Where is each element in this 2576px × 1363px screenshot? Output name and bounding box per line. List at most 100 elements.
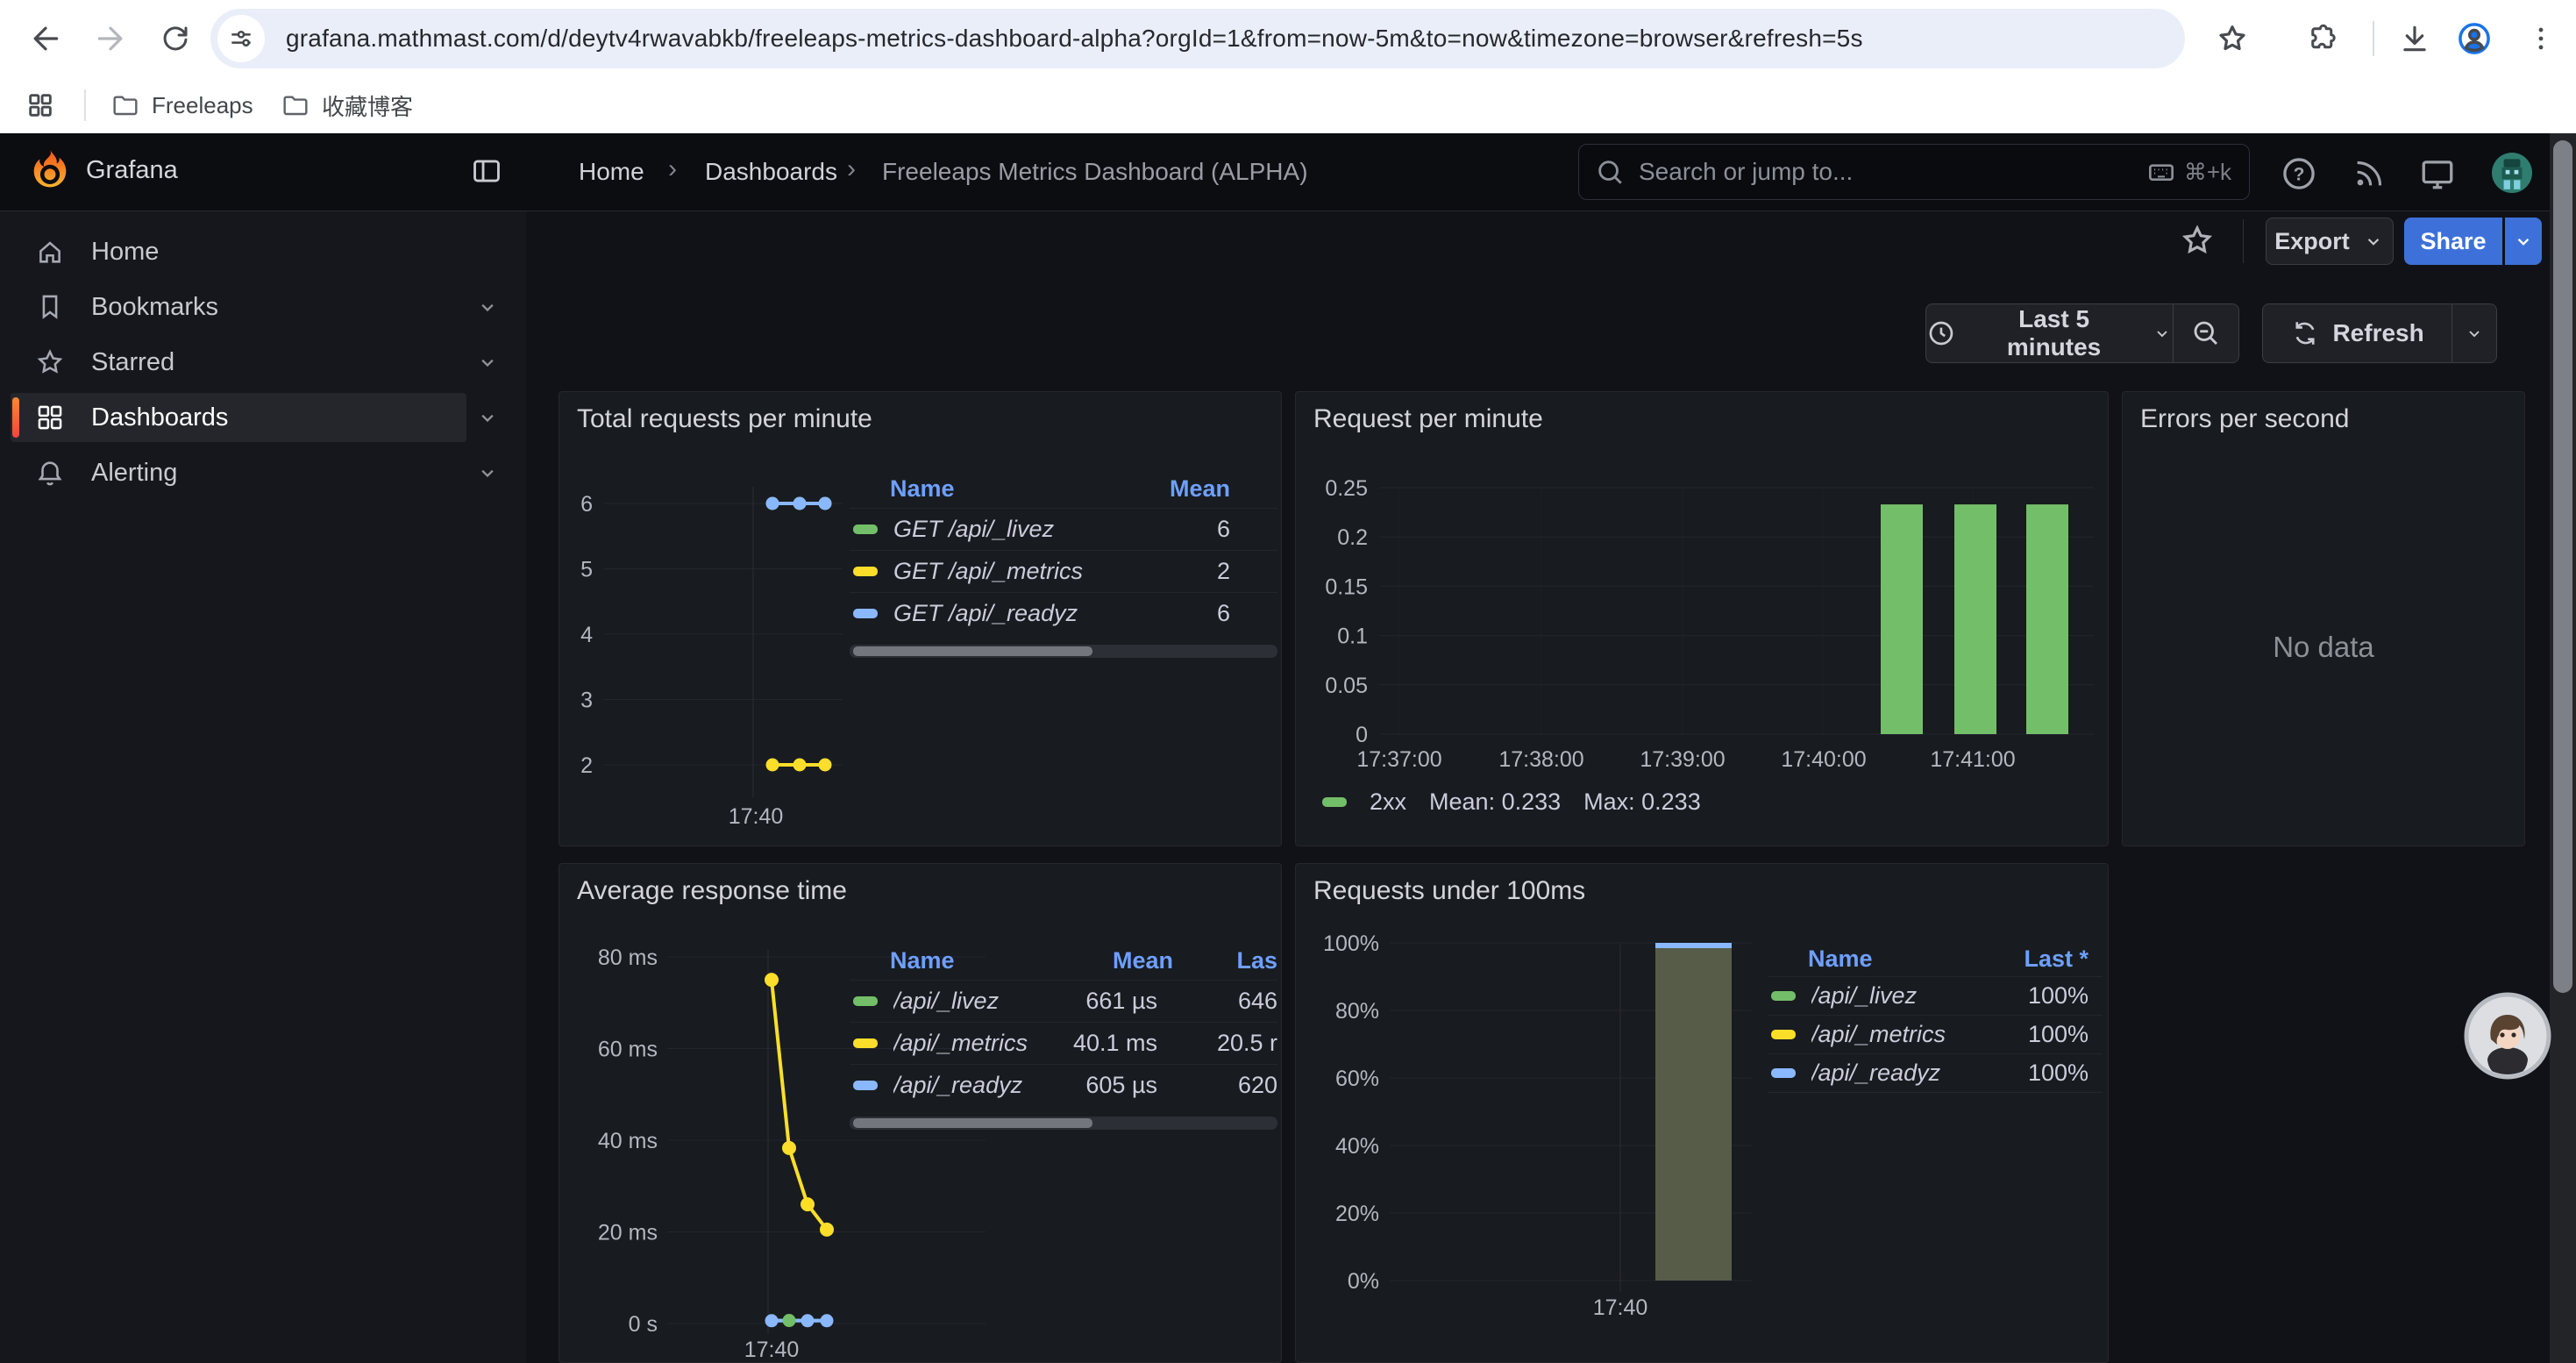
legend-col-last[interactable]: Las	[1236, 946, 1277, 974]
chevron-down-icon[interactable]	[472, 402, 503, 433]
legend-row[interactable]: GET /api/_livez 6	[850, 508, 1277, 550]
sidebar-item-home[interactable]: Home	[11, 227, 466, 276]
chevron-down-icon[interactable]	[472, 346, 503, 378]
svg-text:17:38:00: 17:38:00	[1498, 747, 1583, 772]
floating-assistant-avatar[interactable]	[2464, 992, 2551, 1080]
sidebar-item-alerting[interactable]: Alerting	[11, 448, 466, 497]
svg-text:60%: 60%	[1335, 1067, 1379, 1091]
legend-hscrollbar[interactable]	[850, 645, 1277, 658]
panel-title[interactable]: Average response time	[577, 876, 847, 905]
panel-title[interactable]: Total requests per minute	[577, 404, 872, 433]
svg-text:0.1: 0.1	[1337, 624, 1368, 649]
page-scrollbar[interactable]	[2550, 133, 2576, 1363]
zoom-out-icon[interactable]	[2174, 304, 2238, 362]
chevron-down-icon	[2517, 238, 2530, 246]
refresh-interval-chevron[interactable]	[2452, 304, 2496, 362]
bar-chart[interactable]: 17:37:00 17:38:00 17:39:00 17:40:00 17:41:00…	[1309, 475, 2096, 778]
back-button[interactable]	[19, 12, 72, 65]
legend-hscrollbar[interactable]	[850, 1117, 1277, 1130]
sidebar-item-bookmarks[interactable]: Bookmarks	[11, 282, 466, 332]
chevron-down-icon[interactable]	[472, 291, 503, 323]
panel-title[interactable]: Requests under 100ms	[1313, 876, 1586, 905]
bookmarks-bar: Freeleaps 收藏博客	[0, 77, 2576, 133]
sidebar-item-label: Dashboards	[91, 403, 229, 432]
legend-row[interactable]: GET /api/_readyz 6	[850, 592, 1277, 634]
scrollbar-thumb[interactable]	[2553, 140, 2572, 993]
svg-text:0 s: 0 s	[629, 1312, 658, 1337]
grafana-logo[interactable]	[26, 147, 74, 195]
legend-row[interactable]: GET /api/_metrics 2	[850, 550, 1277, 592]
search-input[interactable]: Search or jump to... ⌘+k	[1578, 144, 2250, 200]
news-rss-icon[interactable]	[2350, 154, 2388, 193]
series-color-pill	[1771, 1068, 1796, 1078]
timeseries-chart[interactable]: 6 5 4 3 2 17:40	[575, 471, 987, 831]
reload-button[interactable]	[149, 12, 202, 65]
time-range-picker[interactable]: Last 5 minutes	[1926, 304, 2173, 362]
display-kiosk-icon[interactable]	[2418, 154, 2457, 193]
refresh-button[interactable]: Refresh	[2263, 304, 2451, 362]
sidebar-nav: Home Bookmarks Starred Dashboards Alerti…	[0, 211, 526, 1363]
panel-title[interactable]: Request per minute	[1313, 404, 1543, 433]
bookmark-icon	[42, 295, 58, 319]
extensions-icon[interactable]	[2294, 12, 2346, 65]
share-button[interactable]: Share	[2404, 218, 2502, 265]
legend-inline[interactable]: 2xx Mean: 0.233 Max: 0.233	[1322, 789, 1701, 816]
site-settings-icon[interactable]	[217, 15, 265, 62]
legend-col-last[interactable]: Last *	[2024, 945, 2089, 972]
url-bar[interactable]: grafana.mathmast.com/d/deytv4rwavabkb/fr…	[210, 9, 2185, 68]
browser-toolbar: grafana.mathmast.com/d/deytv4rwavabkb/fr…	[0, 0, 2576, 77]
svg-text:17:41:00: 17:41:00	[1930, 747, 2015, 772]
bookmark-page-star-icon[interactable]	[2206, 12, 2259, 65]
panel-requests-under-100ms: Requests under 100ms 100% 80% 60% 40% 20% 0% 1…	[1295, 863, 2109, 1363]
legend-col-name[interactable]: Name	[890, 946, 955, 974]
svg-text:17:37:00: 17:37:00	[1356, 747, 1441, 772]
svg-text:40%: 40%	[1335, 1134, 1379, 1159]
legend-row[interactable]: /api/_metrics 40.1 ms 20.5 r	[850, 1022, 1277, 1064]
forward-button[interactable]	[84, 12, 137, 65]
legend-col-name[interactable]: Name	[1808, 945, 1873, 972]
legend-row[interactable]: /api/_livez 661 µs 646	[850, 980, 1277, 1022]
breadcrumb-home[interactable]: Home	[579, 158, 644, 185]
svg-text:17:39:00: 17:39:00	[1640, 747, 1725, 772]
bookmarks-divider	[84, 89, 86, 121]
svg-text:60 ms: 60 ms	[598, 1038, 658, 1062]
bar-chart[interactable]: 100% 80% 60% 40% 20% 0% 17:40	[1309, 934, 1765, 1320]
legend-row[interactable]: /api/_readyz 100%	[1768, 1053, 2103, 1092]
breadcrumb-dashboards[interactable]: Dashboards	[705, 158, 837, 185]
series-color-pill	[853, 1081, 878, 1090]
series-name[interactable]: 2xx	[1370, 789, 1407, 815]
bookmark-folder-freeleaps[interactable]: Freeleaps	[98, 86, 266, 125]
svg-text:3: 3	[580, 689, 593, 713]
chevron-down-icon	[2157, 331, 2167, 338]
legend-row[interactable]: /api/_livez 100%	[1768, 976, 2103, 1015]
profile-avatar[interactable]	[2448, 12, 2501, 65]
svg-text:80 ms: 80 ms	[598, 946, 658, 970]
sidebar-item-dashboards[interactable]: Dashboards	[11, 393, 466, 442]
apps-grid-icon[interactable]	[14, 79, 67, 132]
grafana-brand[interactable]: Grafana	[86, 156, 178, 184]
sidebar-item-label: Starred	[91, 347, 175, 376]
svg-text:17:40: 17:40	[729, 804, 784, 829]
timeseries-chart[interactable]: 80 ms 60 ms 40 ms 20 ms 0 s 17:40	[575, 934, 987, 1362]
share-menu-chevron[interactable]	[2505, 218, 2542, 265]
favorite-dashboard-star-icon[interactable]	[2176, 219, 2218, 261]
user-avatar[interactable]	[2492, 153, 2532, 193]
export-button[interactable]: Export	[2266, 218, 2394, 265]
keyboard-icon	[2148, 164, 2174, 181]
svg-text:17:40: 17:40	[1593, 1295, 1648, 1320]
sidebar-toggle-icon[interactable]	[470, 154, 503, 188]
legend-row[interactable]: /api/_metrics 100%	[1768, 1015, 2103, 1053]
legend-col-mean[interactable]: Mean	[1112, 946, 1173, 974]
browser-menu-icon[interactable]	[2515, 12, 2567, 65]
legend-col-mean[interactable]: Mean	[1169, 475, 1230, 502]
help-icon[interactable]: ?	[2280, 154, 2318, 193]
panel-title[interactable]: Errors per second	[2140, 404, 2350, 433]
bookmark-label: Freeleaps	[152, 91, 253, 118]
legend-row[interactable]: /api/_readyz 605 µs 620	[850, 1064, 1277, 1106]
bookmark-folder-blogs[interactable]: 收藏博客	[268, 86, 425, 125]
sidebar-item-starred[interactable]: Starred	[11, 338, 466, 387]
chevron-down-icon[interactable]	[472, 457, 503, 489]
legend-col-name[interactable]: Name	[890, 475, 955, 502]
downloads-icon[interactable]	[2388, 12, 2441, 65]
